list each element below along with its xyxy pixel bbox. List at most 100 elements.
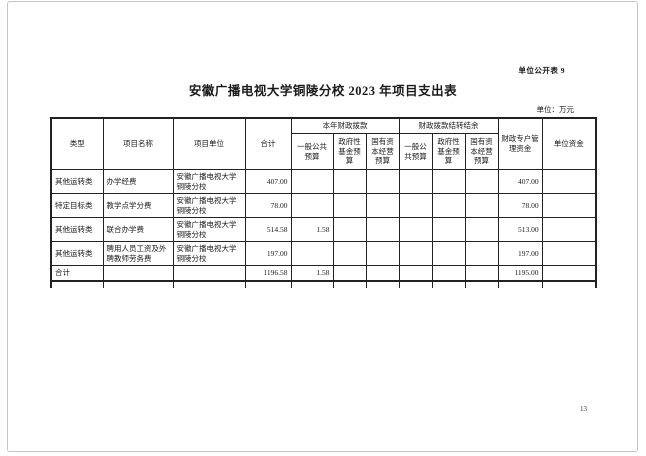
cell-co-general-public-budget <box>398 265 433 282</box>
cell-special-account-funds: 513.00 <box>497 217 543 242</box>
table-body: 其他运转类 办学经费 安徽广播电视大学铜陵分校 407.00 407.00 特定目标类 教学… <box>50 169 598 288</box>
cell-type: 其他运转类 <box>50 241 104 266</box>
cell-project-unit: 安徽广播电视大学铜陵分校 <box>172 169 246 194</box>
cell-project-name: 聘用人员工资及外聘教师劳务费 <box>102 241 174 266</box>
table-row: 特定目标类 教学点学分费 安徽广播电视大学铜陵分校 78.00 78.00 <box>50 193 598 218</box>
cell-project-unit: 安徽广播电视大学铜陵分校 <box>172 193 246 218</box>
table-row: 其他运转类 聘用人员工资及外聘教师劳务费 安徽广播电视大学铜陵分校 197.00 197… <box>50 241 598 266</box>
header-total: 合计 <box>244 117 292 170</box>
cell-total: 514.58 <box>244 217 292 242</box>
header-project-unit: 项目单位 <box>172 117 246 170</box>
stub-cell-type <box>50 280 104 288</box>
header-project-name: 项目名称 <box>102 117 174 170</box>
stub-cell-cy-govt-fund-budget <box>332 280 367 288</box>
header-cy-general-public-budget: 一般公共预算 <box>290 133 334 170</box>
cell-unit-funds <box>541 169 598 194</box>
header-current-year-group: 本年财政拨款 <box>290 117 400 134</box>
cell-cy-state-capital-budget <box>365 193 400 218</box>
cell-project-unit <box>172 265 246 282</box>
stub-cell-cy-state-capital-budget <box>365 280 400 288</box>
cell-cy-general-public-budget: 1.58 <box>290 217 334 242</box>
table-row: 其他运转类 联合办学费 安徽广播电视大学铜陵分校 514.58 1.58 513.00 <box>50 217 598 242</box>
cell-cy-general-public-budget <box>290 241 334 266</box>
header-co-state-capital-budget: 国有资本经营预算 <box>464 133 499 170</box>
cell-project-name: 教学点学分费 <box>102 193 174 218</box>
header-co-govt-fund-budget: 政府性基金预算 <box>431 133 466 170</box>
cell-cy-state-capital-budget <box>365 265 400 282</box>
cell-cy-govt-fund-budget <box>332 193 367 218</box>
header-type: 类型 <box>50 117 104 170</box>
cell-co-govt-fund-budget <box>431 241 466 266</box>
cell-co-general-public-budget <box>398 241 433 266</box>
table-row: 其他运转类 办学经费 安徽广播电视大学铜陵分校 407.00 407.00 <box>50 169 598 194</box>
cell-type: 其他运转类 <box>50 169 104 194</box>
cell-cy-state-capital-budget <box>365 169 400 194</box>
stub-cell-co-state-capital-budget <box>464 280 499 288</box>
cell-total: 407.00 <box>244 169 292 194</box>
cell-co-state-capital-budget <box>464 169 499 194</box>
header-co-general-public-budget: 一般公共预算 <box>398 133 433 170</box>
cell-co-state-capital-budget <box>464 241 499 266</box>
stub-cell-co-govt-fund-budget <box>431 280 466 288</box>
page-title: 安徽广播电视大学铜陵分校 2023 年项目支出表 <box>188 84 458 98</box>
table-total-row: 合计 1196.58 1.58 1195.00 <box>50 265 598 282</box>
cell-cy-state-capital-budget <box>365 241 400 266</box>
cell-type: 合计 <box>50 265 104 282</box>
stub-cell-project-unit <box>172 280 246 288</box>
cell-cy-state-capital-budget <box>365 217 400 242</box>
project-expenditure-table: 类型 项目名称 项目单位 合计 本年财政拨款 财政拨款结转结余 财政专户管理资金… <box>50 117 598 288</box>
cell-type: 特定目标类 <box>50 193 104 218</box>
cell-cy-general-public-budget <box>290 169 334 194</box>
cell-project-name: 联合办学费 <box>102 217 174 242</box>
cell-type: 其他运转类 <box>50 217 104 242</box>
cell-co-govt-fund-budget <box>431 265 466 282</box>
cell-unit-funds <box>541 217 598 242</box>
cell-cy-general-public-budget: 1.58 <box>290 265 334 282</box>
cell-cy-govt-fund-budget <box>332 265 367 282</box>
cell-co-general-public-budget <box>398 193 433 218</box>
cell-co-govt-fund-budget <box>431 169 466 194</box>
cell-co-general-public-budget <box>398 217 433 242</box>
cell-project-unit: 安徽广播电视大学铜陵分校 <box>172 241 246 266</box>
cell-cy-govt-fund-budget <box>332 241 367 266</box>
form-label: 单位公开表 9 <box>518 66 565 75</box>
header-special-account: 财政专户管理资金 <box>497 117 543 170</box>
header-cy-state-capital-budget: 国有资本经营预算 <box>365 133 400 170</box>
stub-cell-cy-general-public-budget <box>290 280 334 288</box>
cell-special-account-funds: 197.00 <box>497 241 543 266</box>
stub-cell-co-general-public-budget <box>398 280 433 288</box>
cell-unit-funds <box>541 241 598 266</box>
cell-unit-funds <box>541 265 598 282</box>
cell-co-govt-fund-budget <box>431 217 466 242</box>
header-unit-funds: 单位资金 <box>541 117 598 170</box>
cell-special-account-funds: 78.00 <box>497 193 543 218</box>
cell-co-govt-fund-budget <box>431 193 466 218</box>
cell-total: 78.00 <box>244 193 292 218</box>
cell-project-name: 办学经费 <box>102 169 174 194</box>
unit-note: 单位：万元 <box>536 105 575 114</box>
stub-cell-total <box>244 280 292 288</box>
cell-project-name <box>102 265 174 282</box>
stub-cell-special-account-funds <box>497 280 543 288</box>
cell-co-state-capital-budget <box>464 217 499 242</box>
cell-cy-general-public-budget <box>290 193 334 218</box>
cell-co-general-public-budget <box>398 169 433 194</box>
stub-cell-project-name <box>102 280 174 288</box>
cell-co-state-capital-budget <box>464 265 499 282</box>
cell-cy-govt-fund-budget <box>332 217 367 242</box>
header-carryover-group: 财政拨款结转结余 <box>398 117 499 134</box>
cell-co-state-capital-budget <box>464 193 499 218</box>
table-bottom-stub-row <box>50 280 598 288</box>
cell-total: 197.00 <box>244 241 292 266</box>
cell-project-unit: 安徽广播电视大学铜陵分校 <box>172 217 246 242</box>
table-header: 类型 项目名称 项目单位 合计 本年财政拨款 财政拨款结转结余 财政专户管理资金… <box>50 117 598 170</box>
header-group-row: 类型 项目名称 项目单位 合计 本年财政拨款 财政拨款结转结余 财政专户管理资金… <box>50 117 598 170</box>
header-cy-govt-fund-budget: 政府性基金预算 <box>332 133 367 170</box>
stub-cell-unit-funds <box>541 280 598 288</box>
cell-unit-funds <box>541 193 598 218</box>
cell-cy-govt-fund-budget <box>332 169 367 194</box>
cell-total: 1196.58 <box>244 265 292 282</box>
cell-special-account-funds: 1195.00 <box>497 265 543 282</box>
page-number: 13 <box>580 405 587 413</box>
